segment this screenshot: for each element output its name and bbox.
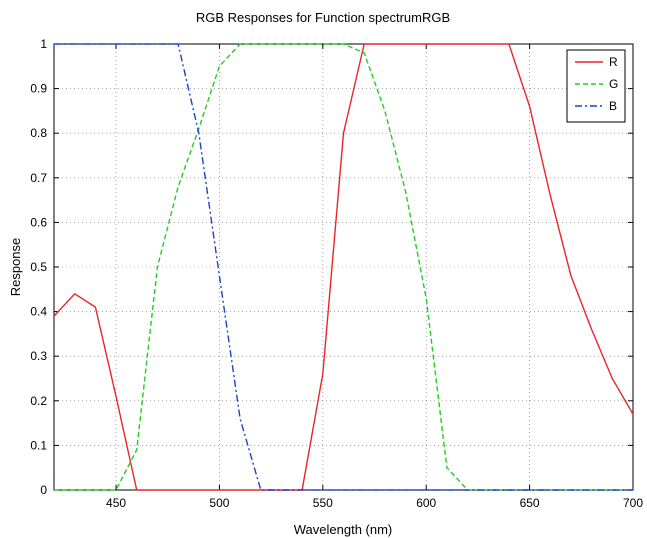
y-tick-labels: 0 0.1 0.2 0.3 0.4 0.5 0.6 0.7 0.8 0.9 1	[30, 37, 47, 497]
y-tick-label: 0.2	[30, 394, 47, 408]
y-tick-label: 0.4	[30, 305, 47, 319]
legend-label-b: B	[609, 99, 617, 113]
x-tick-labels: 450 500 550 600 650 700	[106, 496, 643, 510]
y-tick-label: 1	[40, 37, 47, 51]
grid	[54, 44, 633, 490]
legend-label-r: R	[609, 55, 618, 69]
y-axis-title: Response	[8, 238, 23, 297]
x-tick-label: 550	[313, 496, 333, 510]
x-tick-label: 700	[623, 496, 643, 510]
y-tick-label: 0.5	[30, 260, 47, 274]
y-tick-label: 0.1	[30, 438, 47, 452]
series-line-b	[54, 43, 633, 491]
y-tick-label: 0	[40, 483, 47, 497]
y-tick-label: 0.6	[30, 215, 47, 229]
legend: RGB	[566, 49, 626, 123]
chart-title: RGB Responses for Function spectrumRGB	[196, 10, 450, 25]
y-tick-label: 0.7	[30, 171, 47, 185]
y-tick-label: 0.8	[30, 126, 47, 140]
series-line-r	[53, 43, 634, 491]
x-tick-label: 600	[416, 496, 436, 510]
x-tick-label: 500	[209, 496, 229, 510]
series-lines	[53, 43, 634, 491]
x-axis-title: Wavelength (nm)	[294, 522, 393, 537]
x-tick-label: 650	[520, 496, 540, 510]
legend-entries: RGB	[575, 55, 618, 113]
y-tick-label: 0.9	[30, 82, 47, 96]
x-tick-label: 450	[106, 496, 126, 510]
legend-label-g: G	[609, 77, 618, 91]
series-line-g	[54, 43, 633, 491]
y-tick-label: 0.3	[30, 349, 47, 363]
